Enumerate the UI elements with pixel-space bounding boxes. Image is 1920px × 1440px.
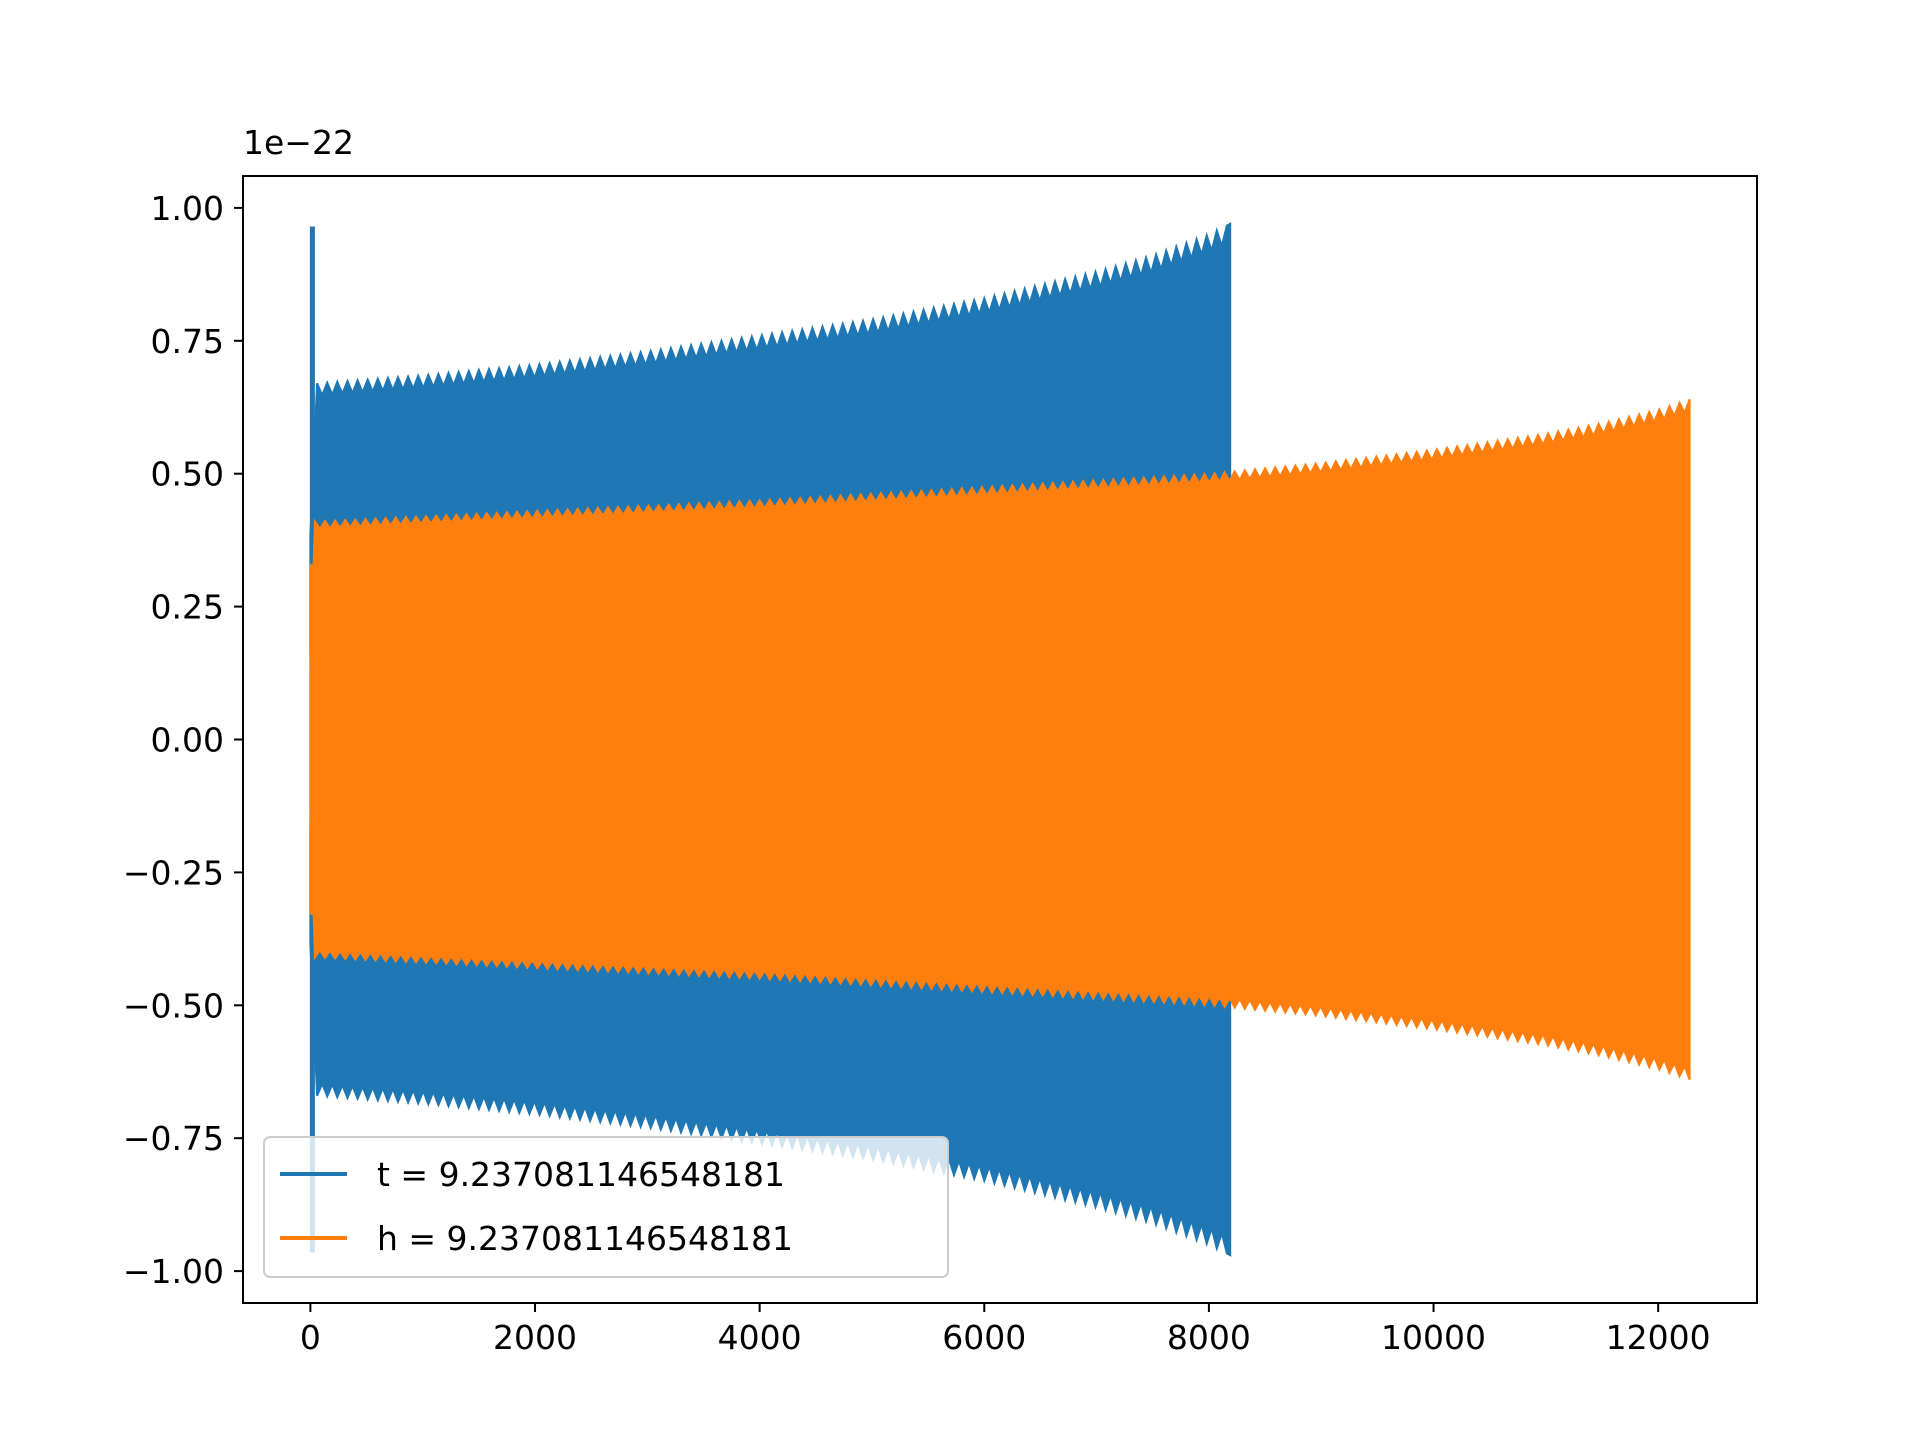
y-tick-label: 1.00 <box>151 189 224 228</box>
series-h <box>309 398 1691 1081</box>
y-tick-label: −0.75 <box>123 1119 224 1158</box>
y-tick-label: 0.00 <box>151 721 224 760</box>
y-tick-label: 0.25 <box>151 588 224 627</box>
y-tick-label: −0.25 <box>123 853 224 892</box>
x-tick-label: 12000 <box>1606 1318 1711 1357</box>
x-tick-label: 4000 <box>718 1318 802 1357</box>
x-axis: 0 2000 4000 6000 8000 10000 12000 <box>300 1303 1711 1357</box>
x-tick-label: 2000 <box>493 1318 577 1357</box>
x-tick-label: 6000 <box>942 1318 1026 1357</box>
y-tick-label: 0.75 <box>151 322 224 361</box>
x-tick-label: 0 <box>300 1318 321 1357</box>
legend-label-t: t = 9.237081146548181 <box>377 1155 785 1194</box>
x-tick-label: 8000 <box>1167 1318 1251 1357</box>
x-tick-label: 10000 <box>1381 1318 1486 1357</box>
legend-label-h: h = 9.237081146548181 <box>377 1219 793 1258</box>
y-tick-label: −0.50 <box>123 986 224 1025</box>
series-layer <box>309 222 1691 1257</box>
y-axis: 1.00 0.75 0.50 0.25 0.00 −0.25 −0.50 −0.75 −1.00 <box>123 189 243 1291</box>
series-band <box>309 398 1691 1081</box>
y-offset-label: 1e−22 <box>243 123 354 162</box>
legend-box <box>263 1136 949 1278</box>
legend: t = 9.237081146548181 h = 9.237081146548… <box>263 1136 949 1278</box>
y-tick-label: 0.50 <box>151 455 224 494</box>
y-tick-label: −1.00 <box>123 1252 224 1291</box>
